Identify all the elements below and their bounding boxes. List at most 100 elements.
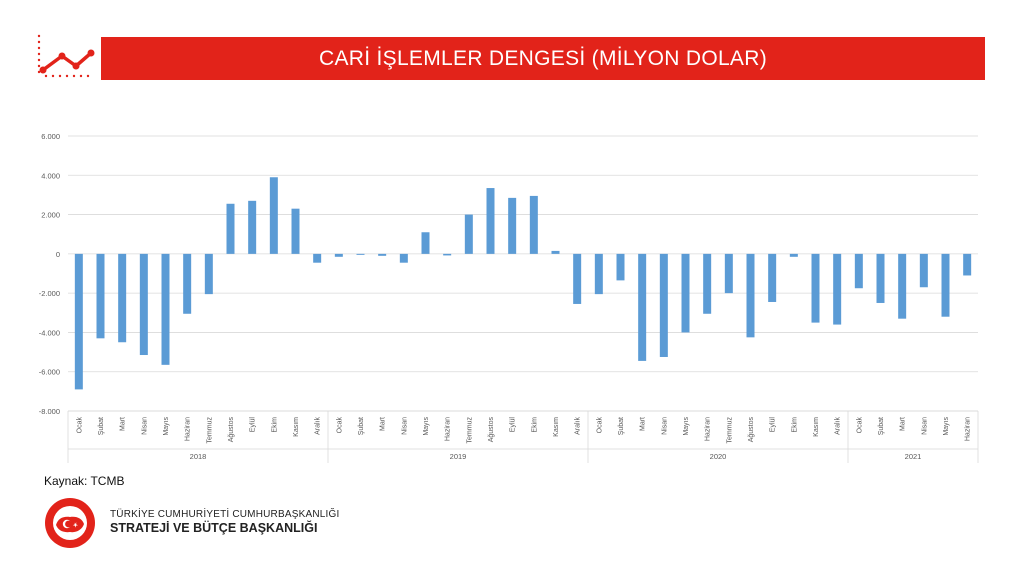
x-tick-label: Ekim: [271, 417, 278, 433]
bar: [854, 253, 863, 289]
bar: [204, 253, 213, 295]
bar: [833, 253, 842, 325]
year-group-label: 2019: [450, 452, 467, 461]
x-tick-label: Eylül: [770, 417, 777, 433]
x-tick-label: Mart: [900, 417, 907, 431]
bar: [638, 253, 647, 361]
x-tick-label: Kasım: [553, 417, 560, 437]
bar: [594, 253, 603, 295]
x-tick-label: Haziran: [965, 417, 972, 441]
x-tick-label: Ocak: [596, 417, 603, 434]
bar: [876, 253, 885, 303]
bar: [421, 232, 430, 254]
org-name-line1: TÜRKİYE CUMHURİYETİ CUMHURBAŞKANLIĞI: [110, 509, 340, 520]
x-tick-label: Aralık: [575, 417, 582, 435]
bar: [703, 253, 712, 314]
source-note: Kaynak: TCMB: [44, 474, 125, 488]
x-tick-label: Ekim: [531, 417, 538, 433]
y-tick-label: 0: [56, 250, 60, 259]
bar: [356, 253, 365, 255]
x-tick-label: Aralık: [835, 417, 842, 435]
x-tick-label: Haziran: [185, 417, 192, 441]
x-tick-label: Temmuz: [726, 417, 733, 444]
bar: [919, 253, 928, 288]
bar: [334, 253, 343, 257]
x-tick-label: Nisan: [921, 417, 928, 435]
x-tick-label: Ekim: [791, 417, 798, 433]
bar: [139, 253, 148, 356]
bar: [898, 253, 907, 319]
x-tick-label: Mayıs: [943, 417, 950, 436]
x-tick-label: Mart: [640, 417, 647, 431]
bar: [378, 253, 387, 256]
bar: [74, 253, 83, 390]
x-tick-label: Eylül: [250, 417, 257, 433]
y-tick-label: 6.000: [41, 132, 60, 141]
x-tick-label: Ağustos: [228, 417, 235, 443]
bar: [118, 253, 127, 343]
x-tick-label: Haziran: [445, 417, 452, 441]
x-tick-label: Ağustos: [748, 417, 755, 443]
bar: [399, 253, 408, 263]
x-tick-label: Ocak: [856, 417, 863, 434]
year-group-label: 2020: [710, 452, 727, 461]
page-title: CARİ İŞLEMLER DENGESİ (MİLYON DOLAR): [319, 46, 767, 70]
y-tick-label: -6.000: [39, 368, 60, 377]
bar: [681, 253, 690, 333]
x-tick-label: Kasım: [813, 417, 820, 437]
bar: [161, 253, 170, 365]
bar: [941, 253, 950, 317]
bar: [789, 253, 798, 257]
x-tick-label: Ocak: [76, 417, 83, 434]
x-tick-label: Temmuz: [466, 417, 473, 444]
x-tick-label: Haziran: [705, 417, 712, 441]
x-tick-label: Nisan: [141, 417, 148, 435]
y-tick-label: -4.000: [39, 328, 60, 337]
bar: [313, 253, 322, 263]
x-tick-label: Mayıs: [423, 417, 430, 436]
y-tick-label: -8.000: [39, 407, 60, 416]
x-tick-label: Şubat: [358, 417, 365, 435]
x-tick-label: Mart: [380, 417, 387, 431]
bar: [616, 253, 625, 281]
bar: [746, 253, 755, 338]
bar: [508, 197, 517, 254]
x-tick-label: Kasım: [293, 417, 300, 437]
bar: [183, 253, 192, 314]
bar: [226, 203, 235, 254]
x-tick-label: Mart: [120, 417, 127, 431]
x-tick-label: Nisan: [401, 417, 408, 435]
x-tick-label: Şubat: [878, 417, 885, 435]
bar: [269, 177, 278, 254]
bar: [659, 253, 668, 357]
bar: [464, 214, 473, 254]
bar: [486, 188, 495, 254]
x-tick-label: Şubat: [98, 417, 105, 435]
x-tick-label: Ağustos: [488, 417, 495, 443]
year-group-label: 2021: [905, 452, 922, 461]
bar: [529, 195, 538, 254]
bar: [248, 200, 257, 254]
bar: [963, 253, 972, 276]
y-tick-label: -2.000: [39, 289, 60, 298]
bar: [551, 250, 560, 254]
x-tick-label: Aralık: [315, 417, 322, 435]
bar: [768, 253, 777, 302]
bar: [291, 208, 300, 254]
bar: [811, 253, 820, 323]
x-tick-label: Nisan: [661, 417, 668, 435]
institution-seal-logo: [45, 498, 95, 548]
y-tick-label: 2.000: [41, 211, 60, 220]
line-chart-icon: [37, 34, 95, 78]
bar: [724, 253, 733, 294]
bar: [573, 253, 582, 304]
year-group-label: 2018: [190, 452, 207, 461]
bar: [443, 253, 452, 256]
y-tick-label: 4.000: [41, 171, 60, 180]
organization-name: TÜRKİYE CUMHURİYETİ CUMHURBAŞKANLIĞI STR…: [110, 509, 339, 535]
bar: [96, 253, 105, 339]
x-tick-label: Temmuz: [206, 417, 213, 444]
x-tick-label: Mayıs: [163, 417, 170, 436]
current-account-bar-chart: -8.000 -6.000 -4.000 -2.000 0 2.000 4.000 6.000…: [39, 132, 979, 463]
x-tick-label: Ocak: [336, 417, 343, 434]
